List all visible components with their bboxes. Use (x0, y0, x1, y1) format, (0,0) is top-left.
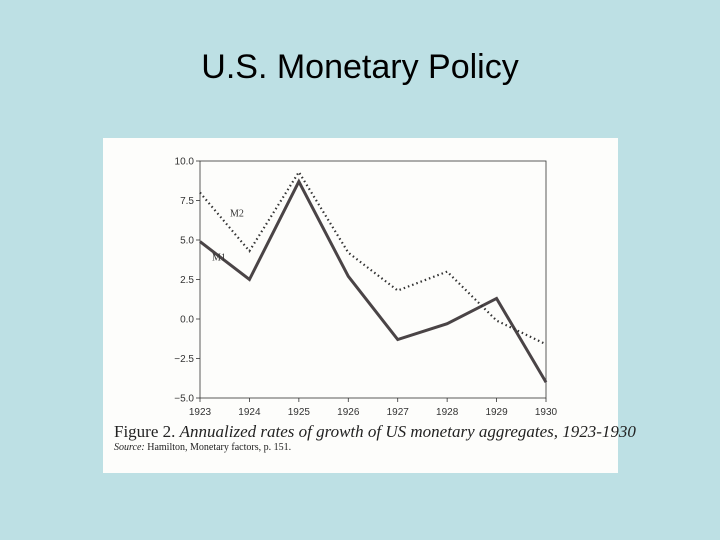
figure-caption-text: Annualized rates of growth of US monetar… (179, 422, 636, 441)
y-tick-label: −5.0 (174, 394, 194, 405)
figure-label: Figure 2. (114, 422, 176, 441)
y-tick-label: 2.5 (180, 275, 194, 286)
series-line-m1 (199, 178, 548, 383)
plot-frame (199, 160, 547, 399)
series-label-m2: M2 (230, 208, 244, 219)
x-tick-label: 1924 (238, 407, 261, 418)
line-chart: 10.0 7.5 5.0 2.5 0.0 −2.5 −5.0 1923 1924 1925 1926… (174, 157, 558, 419)
source-text: Hamilton, Monetary factors, p. 151. (147, 442, 292, 453)
y-tick-label: 7.5 (180, 196, 194, 207)
series-line-m2 (199, 169, 547, 346)
x-tick-label: 1930 (535, 407, 558, 418)
slide-title: U.S. Monetary Policy (201, 48, 519, 86)
x-tick-label: 1927 (387, 407, 410, 418)
x-tick-label: 1923 (189, 407, 212, 418)
x-tick-label: 1929 (485, 407, 508, 418)
figure-caption: Figure 2. Annualized rates of growth of … (114, 422, 636, 453)
x-tick-label: 1928 (436, 407, 459, 418)
x-tick-label: 1925 (288, 407, 311, 418)
y-tick-label: 5.0 (180, 236, 194, 247)
source-label: Source: (114, 442, 145, 453)
y-tick-label: −2.5 (174, 354, 194, 365)
figure-panel: 10.0 7.5 5.0 2.5 0.0 −2.5 −5.0 1923 1924 1925 1926… (103, 138, 636, 473)
x-tick-label: 1926 (337, 407, 360, 418)
y-tick-label: 0.0 (180, 315, 194, 326)
series-label-m1: M1 (212, 253, 226, 264)
y-tick-label: 10.0 (175, 157, 195, 168)
